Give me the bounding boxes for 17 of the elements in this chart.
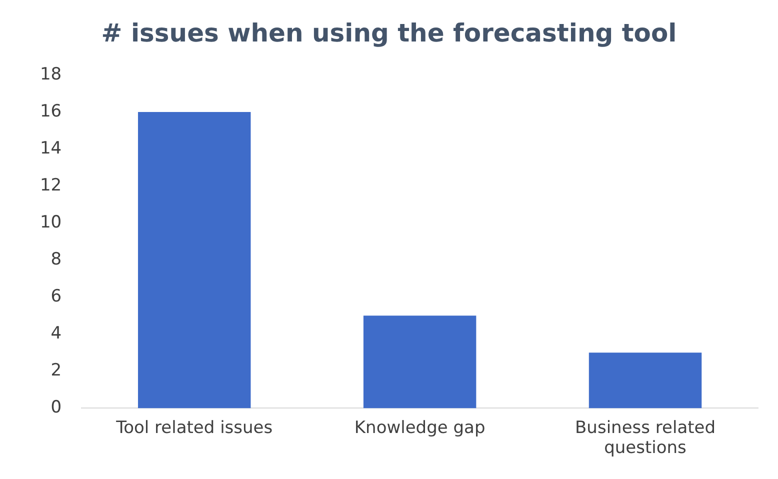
bar <box>588 352 702 408</box>
y-tick-label: 2 <box>50 360 62 381</box>
bar <box>138 112 251 408</box>
y-tick-label: 16 <box>40 101 62 122</box>
y-tick-label: 10 <box>40 212 62 233</box>
chart-title: # issues when using the forecasting tool <box>101 18 677 48</box>
x-tick-label: Business related questions <box>575 418 716 458</box>
x-tick-label: Tool related issues <box>115 418 273 438</box>
y-tick-label: 8 <box>50 250 62 270</box>
y-tick-label: 12 <box>40 175 62 196</box>
y-tick-label: 0 <box>50 398 62 418</box>
bar <box>363 316 476 408</box>
y-tick-label: 14 <box>40 138 62 158</box>
x-tick-label: Knowledge gap <box>354 418 486 438</box>
y-tick-label: 18 <box>40 64 62 84</box>
y-tick-label: 6 <box>50 286 62 307</box>
y-tick-label: 4 <box>50 324 62 344</box>
